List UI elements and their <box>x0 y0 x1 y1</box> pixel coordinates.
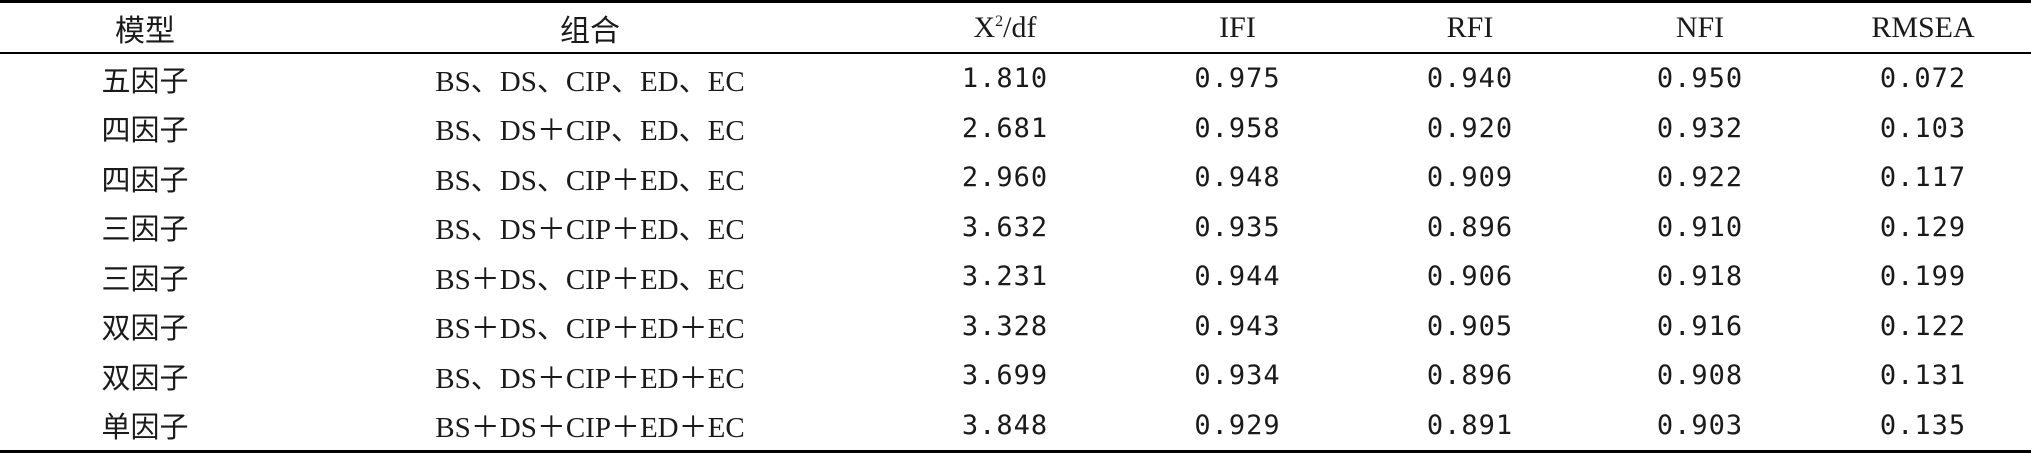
header-chi-df: X2/df <box>890 0 1120 54</box>
table-row: 双因子 BS、DS＋CIP＋ED＋EC 3.699 0.934 0.896 0.… <box>0 351 2031 401</box>
cell-rmsea: 0.199 <box>1879 261 1967 293</box>
cell-chi-df: 3.848 <box>890 400 1120 453</box>
table-row: 双因子 BS＋DS、CIP＋ED＋EC 3.328 0.943 0.905 0.… <box>0 302 2031 352</box>
cell-rmsea: 0.135 <box>1815 400 2031 453</box>
header-row: 模型 组合 X2/df IFI RFI NFI RMSEA <box>0 0 2031 54</box>
header-chi-tail: /df <box>1003 10 1037 44</box>
table-row: 三因子 BS、DS＋CIP＋ED、EC 3.632 0.935 0.896 0.… <box>0 203 2031 253</box>
header-model: 模型 <box>0 0 290 54</box>
cell-nfi: 0.903 <box>1585 400 1815 453</box>
cell-chi-df: 3.328 <box>961 310 1049 342</box>
cell-rfi: 0.906 <box>1426 261 1514 293</box>
cell-ifi: 0.934 <box>1194 360 1281 392</box>
cell-combination: BS、DS＋CIP、ED、EC <box>435 115 745 148</box>
cell-chi-df: 1.810 <box>961 63 1049 95</box>
cell-rmsea: 0.072 <box>1879 63 1967 95</box>
table-header: 模型 组合 X2/df IFI RFI NFI RMSEA <box>0 0 2031 54</box>
cell-combination: BS、DS、CIP＋ED、EC <box>435 164 745 197</box>
cell-combination: BS、DS＋CIP＋ED＋EC <box>435 362 745 395</box>
cell-ifi: 0.935 <box>1194 211 1281 243</box>
cell-model: 双因子 <box>101 362 189 395</box>
cell-combination: BS、DS、CIP、ED、EC <box>435 65 745 98</box>
header-rmsea: RMSEA <box>1815 0 2031 54</box>
cell-model: 四因子 <box>101 164 189 197</box>
header-combination: 组合 <box>290 0 890 54</box>
table-body: 五因子 BS、DS、CIP、ED、EC 1.810 0.975 0.940 0.… <box>0 53 2031 453</box>
header-chi-superscript: 2 <box>995 12 1004 30</box>
cell-combination: BS＋DS、CIP＋ED、EC <box>435 263 745 296</box>
cell-rmsea: 0.131 <box>1879 360 1967 392</box>
cell-model: 单因子 <box>0 400 290 453</box>
header-nfi: NFI <box>1585 0 1815 54</box>
cell-nfi: 0.916 <box>1656 310 1744 342</box>
cell-model: 三因子 <box>101 263 189 296</box>
header-chi-base: X <box>973 10 996 44</box>
cell-rfi: 0.920 <box>1426 112 1514 144</box>
cell-ifi: 0.948 <box>1194 162 1281 194</box>
cell-nfi: 0.932 <box>1656 112 1744 144</box>
cell-ifi: 0.944 <box>1194 261 1281 293</box>
cell-ifi: 0.958 <box>1194 112 1281 144</box>
cell-combination: BS、DS＋CIP＋ED、EC <box>435 214 745 247</box>
cell-model: 双因子 <box>101 313 189 346</box>
table-row: 三因子 BS＋DS、CIP＋ED、EC 3.231 0.944 0.906 0.… <box>0 252 2031 302</box>
table-row: 四因子 BS、DS、CIP＋ED、EC 2.960 0.948 0.909 0.… <box>0 153 2031 203</box>
table-row: 五因子 BS、DS、CIP、ED、EC 1.810 0.975 0.940 0.… <box>0 53 2031 104</box>
cell-nfi: 0.910 <box>1656 211 1744 243</box>
cell-rfi: 0.891 <box>1355 400 1585 453</box>
cell-combination: BS＋DS＋CIP＋ED＋EC <box>290 400 890 453</box>
header-rfi: RFI <box>1355 0 1585 54</box>
table-row: 四因子 BS、DS＋CIP、ED、EC 2.681 0.958 0.920 0.… <box>0 104 2031 154</box>
cell-chi-df: 2.960 <box>961 162 1049 194</box>
cell-rmsea: 0.129 <box>1879 211 1967 243</box>
cell-nfi: 0.918 <box>1656 261 1744 293</box>
cell-rmsea: 0.122 <box>1879 310 1967 342</box>
cell-nfi: 0.922 <box>1656 162 1744 194</box>
cell-ifi: 0.929 <box>1120 400 1355 453</box>
cell-rfi: 0.896 <box>1426 211 1514 243</box>
cell-combination: BS＋DS、CIP＋ED＋EC <box>435 313 745 346</box>
cell-rfi: 0.896 <box>1426 360 1514 392</box>
cell-nfi: 0.950 <box>1656 63 1744 95</box>
cell-model: 五因子 <box>101 65 189 98</box>
table-row: 单因子 BS＋DS＋CIP＋ED＋EC 3.848 0.929 0.891 0.… <box>0 400 2031 453</box>
cell-ifi: 0.943 <box>1194 310 1281 342</box>
cell-model: 四因子 <box>101 115 189 148</box>
cell-nfi: 0.908 <box>1656 360 1744 392</box>
cell-rfi: 0.940 <box>1426 63 1514 95</box>
cell-chi-df: 3.231 <box>961 261 1049 293</box>
cell-chi-df: 3.699 <box>961 360 1049 392</box>
cell-rfi: 0.909 <box>1426 162 1514 194</box>
cell-rmsea: 0.117 <box>1879 162 1967 194</box>
cell-rfi: 0.905 <box>1426 310 1514 342</box>
cell-chi-df: 3.632 <box>961 211 1049 243</box>
header-ifi: IFI <box>1120 0 1355 54</box>
cell-rmsea: 0.103 <box>1879 112 1967 144</box>
cell-model: 三因子 <box>101 214 189 247</box>
cell-ifi: 0.975 <box>1194 63 1281 95</box>
cell-chi-df: 2.681 <box>961 112 1049 144</box>
